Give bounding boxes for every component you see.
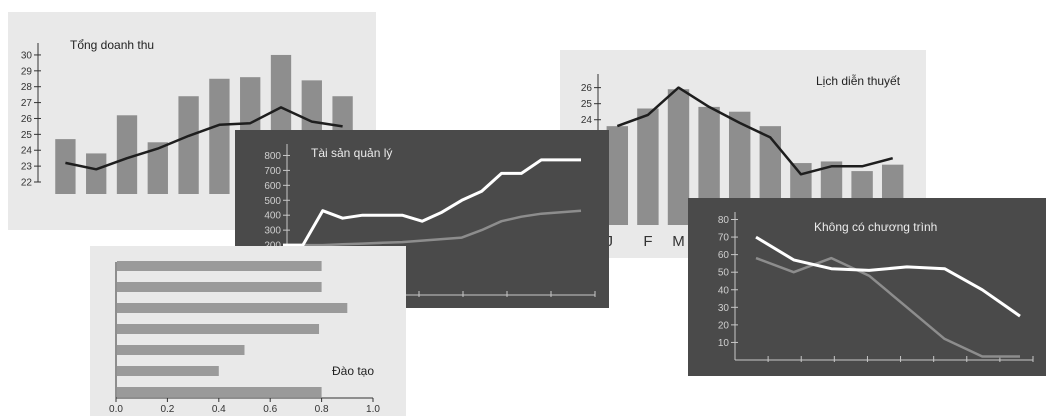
training-x-tick-label: 0.2: [160, 404, 174, 415]
schedule-x-tick-label: M: [672, 233, 685, 250]
noprog-series-line-2: [755, 256, 1020, 358]
noprog-y-tick-label: 50: [718, 268, 730, 279]
training-bar: [117, 345, 245, 355]
assets-y-tick-label: 500: [264, 196, 281, 207]
assets-series-line-2: [283, 209, 582, 247]
revenue-bar: [86, 153, 107, 194]
assets-y-tick-label: 800: [264, 151, 281, 162]
schedule-y-tick-label: 24: [581, 115, 593, 126]
assets-y-tick-label: 400: [264, 211, 281, 222]
assets-series-line-1: [283, 158, 581, 247]
schedule-trend-line: [616, 86, 894, 176]
schedule-chart-title: Lịch diễn thuyết: [816, 74, 901, 88]
revenue-y-tick-label: 27: [21, 98, 33, 109]
schedule-bar: [637, 108, 659, 225]
training-bar: [117, 261, 322, 271]
no-program-chart-title: Không có chương trình: [814, 220, 938, 234]
training-x-tick-label: 0.4: [212, 404, 226, 415]
training-x-tick-label: 0.8: [315, 404, 329, 415]
revenue-y-tick-label: 30: [21, 50, 33, 61]
revenue-bar: [116, 115, 138, 194]
schedule-bar: [606, 126, 629, 225]
schedule-y-tick-label: 26: [581, 83, 593, 94]
revenue-bar: [147, 142, 168, 194]
no-program-chart-svg: 10 20 30 40 50 60 70 80: [718, 212, 1034, 362]
noprog-y-tick-label: 10: [718, 338, 730, 349]
schedule-bar: [667, 89, 690, 225]
revenue-y-tick-label: 24: [21, 146, 33, 157]
assets-y-tick-label: 700: [264, 166, 281, 177]
training-x-tick-label: 0.0: [109, 404, 123, 415]
revenue-y-tick-label: 28: [21, 82, 33, 93]
revenue-y-tick-label: 25: [21, 130, 33, 141]
training-bar: [117, 282, 322, 292]
schedule-x-tick-label: F: [643, 233, 652, 250]
training-bar: [117, 303, 348, 313]
training-chart-svg: 0.0 0.2 0.4 0.6 0.8 1.0: [109, 261, 380, 415]
revenue-trend-line: [65, 106, 343, 171]
noprog-y-tick-label: 30: [718, 303, 730, 314]
revenue-y-tick-label: 29: [21, 66, 33, 77]
revenue-bar: [209, 78, 230, 194]
training-x-tick-label: 1.0: [366, 404, 380, 415]
noprog-y-tick-label: 40: [718, 285, 730, 296]
revenue-y-tick-label: 26: [21, 114, 33, 125]
assets-chart-title: Tài sản quản lý: [311, 146, 393, 160]
assets-y-tick-label: 600: [264, 181, 281, 192]
training-bar: [117, 366, 219, 376]
revenue-bar: [178, 96, 199, 194]
revenue-chart-title: Tổng doanh thu: [70, 38, 155, 52]
noprog-y-tick-label: 20: [718, 320, 730, 331]
training-chart-title: Đào tạo: [332, 364, 375, 378]
noprog-y-tick-label: 70: [718, 233, 730, 244]
noprog-series-line-1: [755, 235, 1021, 318]
revenue-y-tick-label: 23: [21, 162, 33, 173]
noprog-y-tick-label: 80: [718, 215, 730, 226]
training-bar: [117, 324, 320, 334]
noprog-y-tick-label: 60: [718, 250, 730, 261]
training-bar: [117, 387, 322, 397]
schedule-bar: [728, 111, 751, 225]
schedule-y-tick-label: 25: [581, 99, 593, 110]
revenue-bar: [55, 139, 76, 194]
schedule-x-tick-label: J: [606, 233, 614, 250]
schedule-bar: [698, 106, 720, 225]
no-program-chart-panel: 10 20 30 40 50 60 70 80 Không có chương trình: [688, 198, 1046, 376]
assets-y-tick-label: 300: [264, 226, 281, 237]
training-chart-panel: 0.0 0.2 0.4 0.6 0.8 1.0 Đào tạo: [90, 246, 406, 416]
training-x-tick-label: 0.6: [263, 404, 277, 415]
revenue-y-tick-label: 22: [21, 178, 33, 189]
